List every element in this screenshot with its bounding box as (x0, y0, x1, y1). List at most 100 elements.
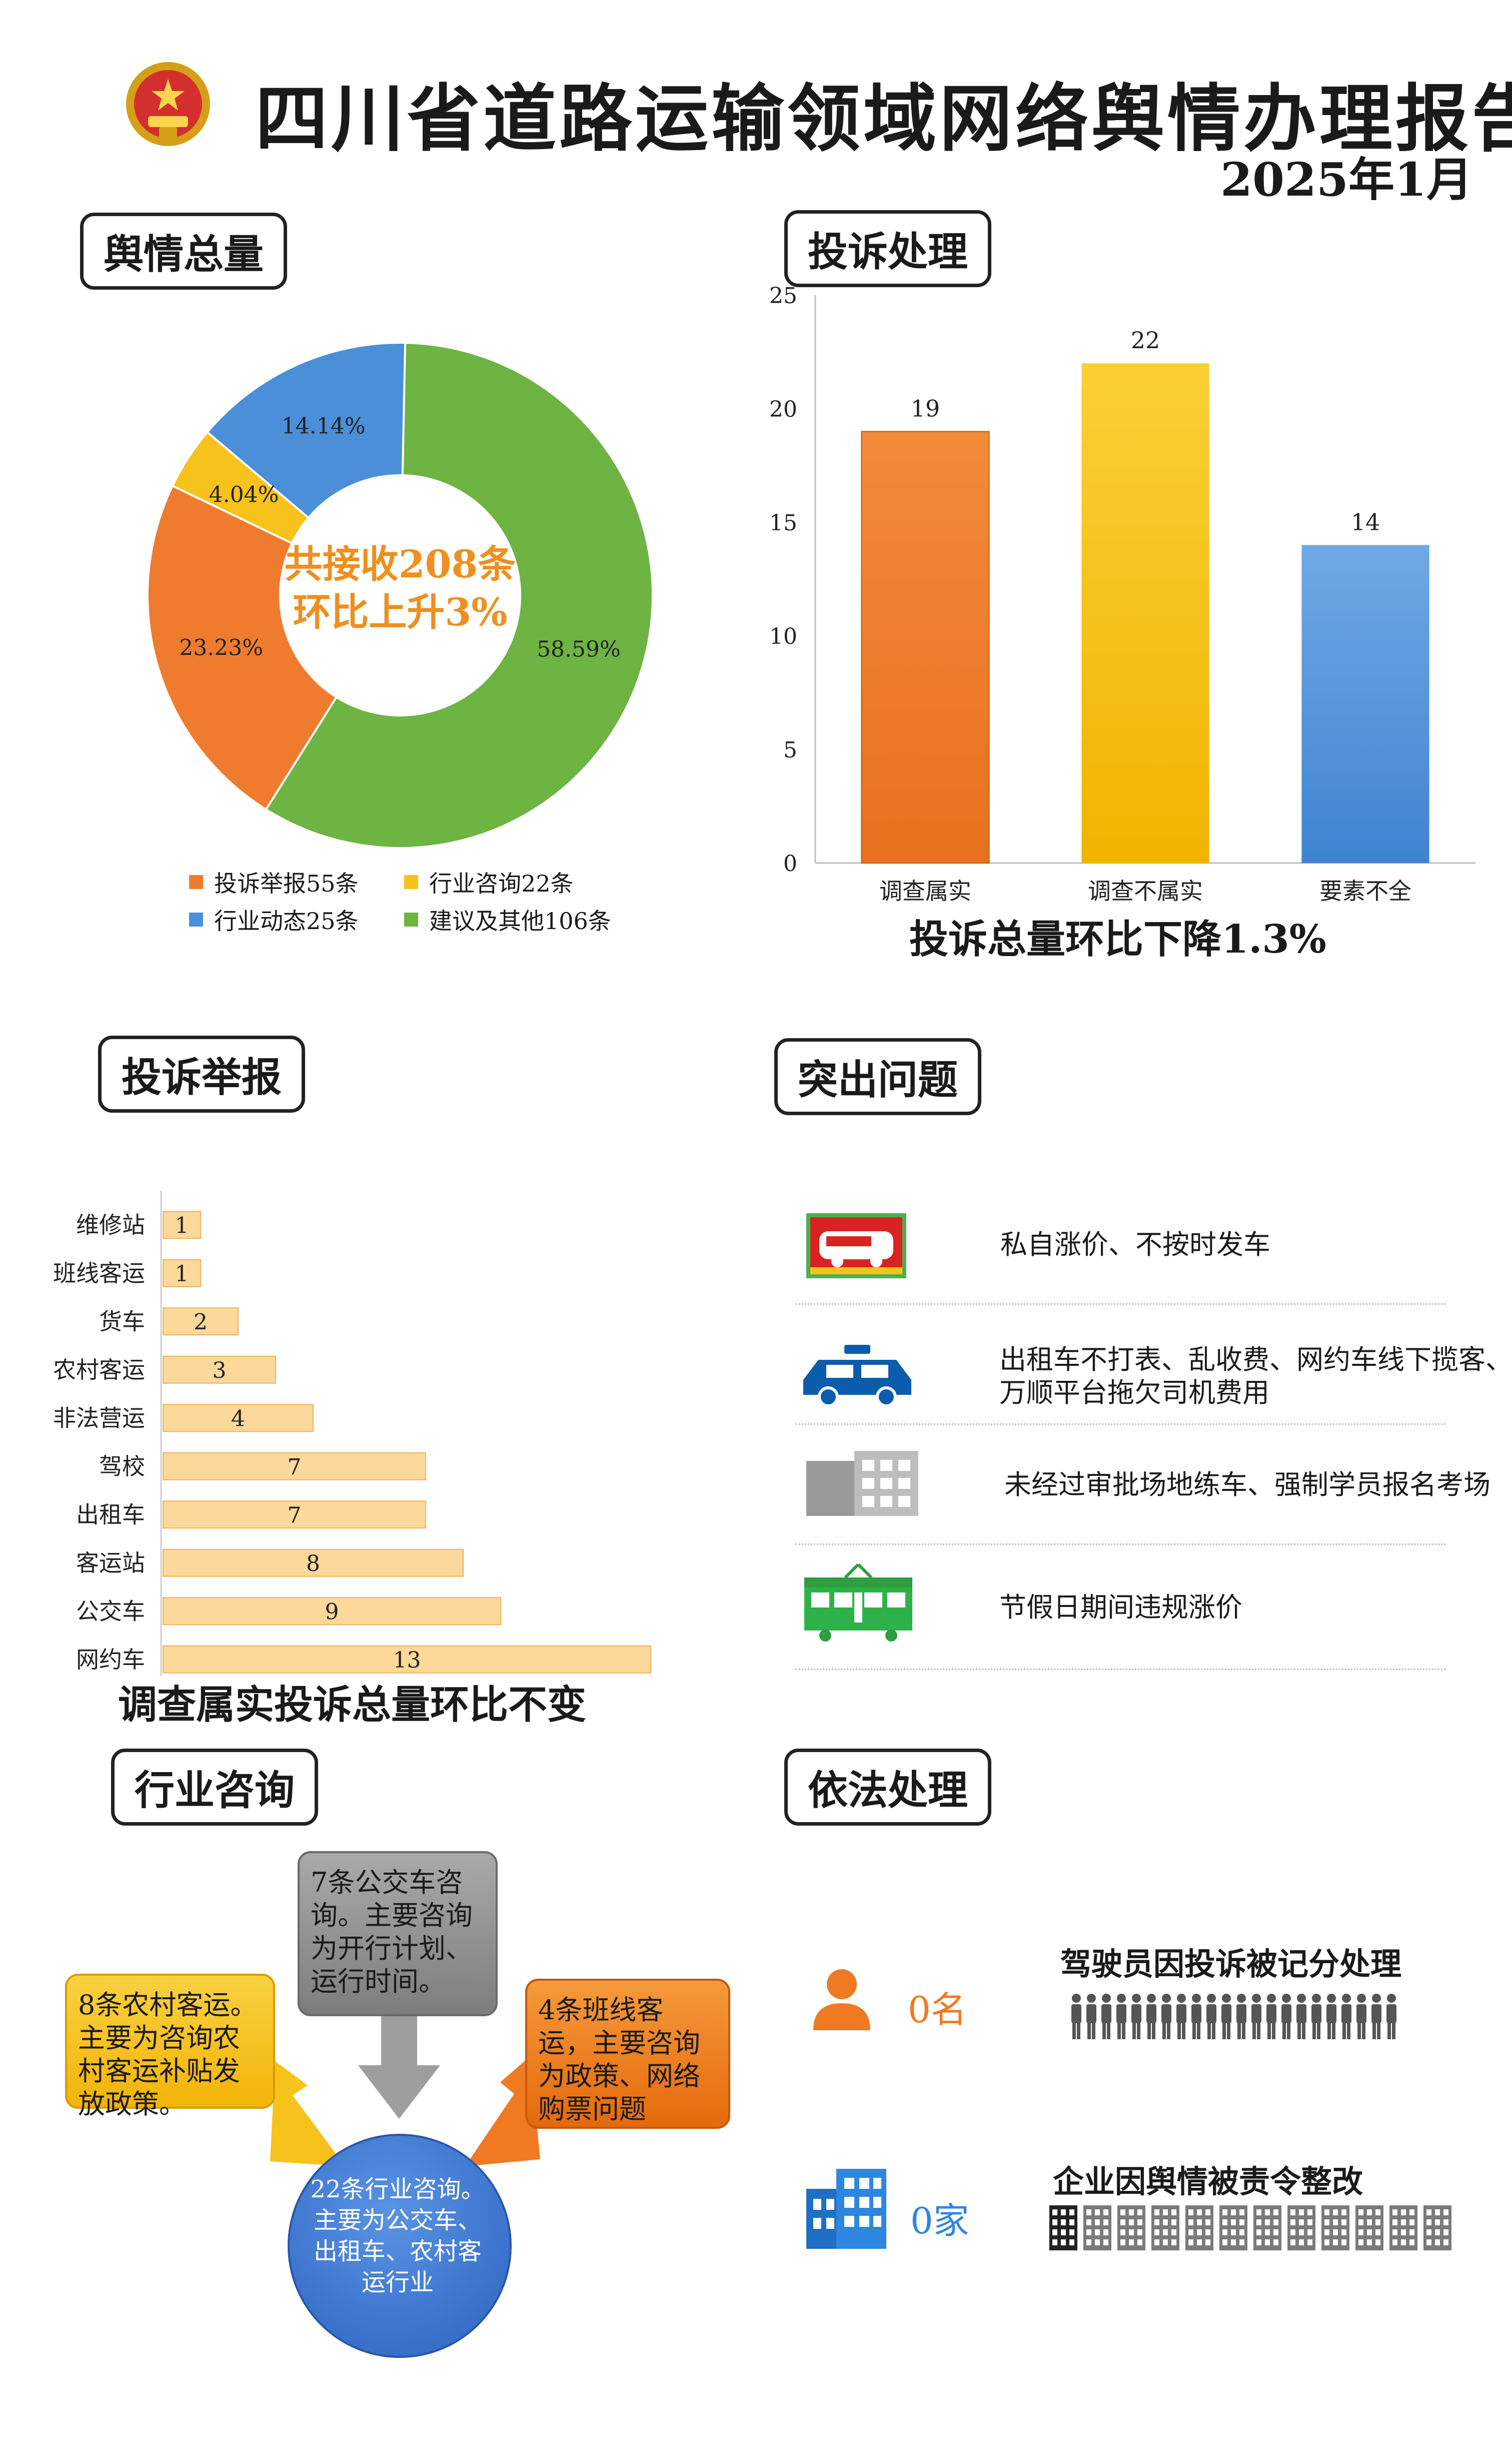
person-figure (1191, 2004, 1201, 2023)
consult-center-text: 22条行业咨询。主要为公交车、出租车、农村客运行业 (310, 2175, 485, 2296)
building-window (1392, 2209, 1397, 2215)
person-figure (1132, 1994, 1141, 2003)
building-window (1401, 2229, 1406, 2235)
building-window (1392, 2239, 1397, 2245)
person-figure (1357, 1994, 1366, 2003)
person-figure (1242, 2022, 1245, 2039)
person-figure (1086, 2004, 1096, 2023)
hbar-value-label: 4 (231, 1406, 245, 1431)
person-figure (1342, 1994, 1351, 2003)
building-window (1290, 2229, 1295, 2235)
building-window (1103, 2209, 1108, 2215)
people-row-icon (1071, 1994, 1396, 2039)
person-figure (1137, 2022, 1140, 2039)
legend-swatch (404, 913, 418, 927)
hbar (163, 1259, 201, 1287)
person-figure (1147, 2022, 1151, 2039)
person-figure (1147, 1994, 1156, 2003)
building-window (1197, 2229, 1202, 2235)
donut-slice (265, 342, 654, 849)
building-window (1375, 2239, 1380, 2245)
section-total: 舆情总量 (80, 213, 287, 290)
person-figure (1296, 2004, 1306, 2023)
hbar (163, 1597, 501, 1625)
person-figure (1102, 1994, 1111, 2003)
reports-bar-chart: 1 维修站 1 班线客运 2 货车 3 农村客运 4 非法营运 7 驾校 7 出租车 8 客运站 9 公交车 13 网… (53, 1191, 651, 1676)
building-window (1265, 2239, 1270, 2245)
building-window (1188, 2209, 1193, 2215)
person-figure (1267, 1994, 1276, 2003)
building-window (1163, 2219, 1168, 2225)
person-figure (1182, 2022, 1185, 2039)
building-window (1231, 2209, 1236, 2215)
building-window (1069, 2209, 1074, 2215)
building-window (1367, 2239, 1372, 2245)
person-figure (1302, 2022, 1305, 2039)
person-figure (1101, 2004, 1111, 2023)
issue-text-2: 出租车不打表、乱收费、网约车线下揽客、 万顺平台拖欠司机费用 (999, 1344, 1512, 1408)
person-figure (1222, 1994, 1231, 2003)
person-figure (1387, 2022, 1391, 2039)
person-figure (1192, 2022, 1196, 2039)
y-tick-label: 15 (769, 510, 797, 536)
donut-center-line2: 环比上升3% (293, 590, 508, 634)
building-window (1171, 2219, 1176, 2225)
building-window (1290, 2219, 1295, 2225)
building-window (1120, 2239, 1125, 2245)
building-window (1401, 2209, 1406, 2215)
building-window (1324, 2209, 1329, 2215)
building-window (1239, 2209, 1244, 2215)
building-window (1426, 2219, 1431, 2225)
person-figure (1206, 2004, 1216, 2023)
y-tick-label: 25 (769, 283, 797, 309)
building-window (1205, 2229, 1210, 2235)
building-window (1197, 2219, 1202, 2225)
building-window (1426, 2229, 1431, 2235)
building-window (1333, 2239, 1338, 2245)
legend-item-news: 行业动态25条 (189, 903, 359, 936)
person-figure (1356, 2004, 1366, 2023)
building-window (1358, 2229, 1363, 2235)
person-figure (1161, 2004, 1171, 2023)
hbar (163, 1452, 426, 1480)
building-window (1231, 2239, 1236, 2245)
consult-box-coach: 4条班线客运，主要咨询为政策、网络购票问题 (525, 1979, 730, 2129)
person-figure (1222, 2022, 1226, 2039)
handling-bar-chart: 0 5 10 15 20 25 19 调查属实 22 调查不属实 14 要素不全 (769, 283, 1475, 905)
issue-text-4: 节假日期间违规涨价 (999, 1591, 1242, 1623)
building-window (1265, 2219, 1270, 2225)
legend-swatch (189, 875, 203, 889)
hbar-value-label: 3 (213, 1358, 227, 1383)
building-window (1171, 2229, 1176, 2235)
office-building-icon (806, 2169, 886, 2249)
building-window (1324, 2239, 1329, 2245)
hbar (163, 1500, 426, 1529)
y-tick-label: 驾校 (99, 1453, 145, 1480)
building-window (1086, 2219, 1091, 2225)
building-window (1052, 2239, 1057, 2245)
person-figure (1092, 2022, 1095, 2039)
person-figure (1312, 2022, 1316, 2039)
building-window (1052, 2219, 1057, 2225)
building-window (1256, 2209, 1261, 2215)
person-figure (1251, 2004, 1261, 2023)
bar (1081, 363, 1209, 863)
person-figure (1311, 2004, 1321, 2023)
person-figure (1282, 1994, 1291, 2003)
bar (861, 431, 990, 864)
person-figure (1237, 2022, 1241, 2039)
building-window (1154, 2239, 1159, 2245)
person-figure (1372, 2022, 1376, 2039)
person-figure (1167, 2022, 1170, 2039)
person-figure (1162, 2022, 1166, 2039)
legend-label: 投诉举报55条 (214, 870, 359, 897)
building-window (1341, 2239, 1346, 2245)
building-window (1307, 2239, 1312, 2245)
consult-center-circle (288, 2134, 512, 2358)
building-window (1409, 2239, 1414, 2245)
building-window (1137, 2229, 1142, 2235)
building-window (1103, 2229, 1108, 2235)
building-window (1171, 2239, 1176, 2245)
person-figure (1332, 2022, 1335, 2039)
